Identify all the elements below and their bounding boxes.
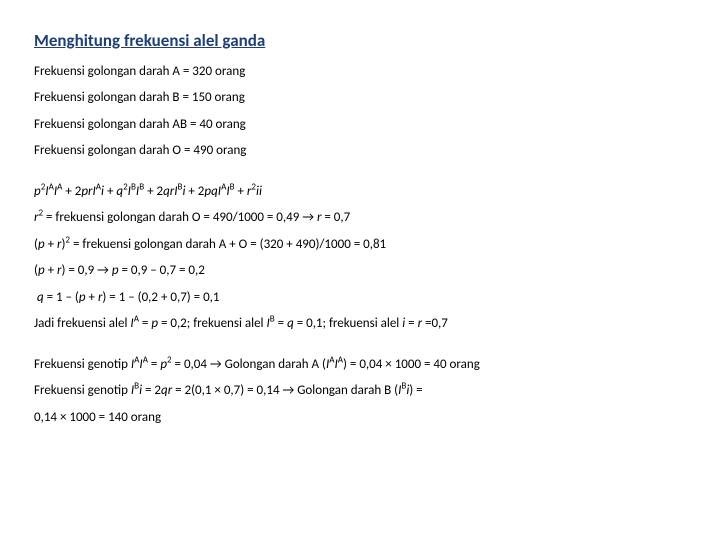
freq-o: Frekuensi golongan darah O = 490 orang — [34, 141, 686, 161]
calc-pr: (p + r) = 0,9 → p = 0,9 – 0,7 = 0,2 — [34, 261, 686, 281]
genotype-a: Frekuensi genotip IAIA = p2 = 0,04 → Gol… — [34, 355, 686, 375]
hardy-weinberg-formula: p2IAIA + 2prIAi + q2IBIB + 2qrIBi + 2pqI… — [34, 182, 686, 202]
calc-r2: r2 = frekuensi golongan darah O = 490/10… — [34, 208, 686, 228]
freq-ab: Frekuensi golongan darah AB = 40 orang — [34, 115, 686, 135]
freq-b: Frekuensi golongan darah B = 150 orang — [34, 88, 686, 108]
page-title: Menghitung frekuensi alel ganda — [34, 28, 686, 54]
genotype-b-cont: 0,14 × 1000 = 140 orang — [34, 408, 686, 428]
freq-a: Frekuensi golongan darah A = 320 orang — [34, 62, 686, 82]
genotype-b: Frekuensi genotip IBi = 2qr = 2(0,1 × 0,… — [34, 381, 686, 401]
calc-summary: Jadi frekuensi alel IA = p = 0,2; frekue… — [34, 314, 686, 334]
calc-q: q = 1 – (p + r) = 1 – (0,2 + 0,7) = 0,1 — [34, 288, 686, 308]
calc-pr2: (p + r)2 = frekuensi golongan darah A + … — [34, 235, 686, 255]
